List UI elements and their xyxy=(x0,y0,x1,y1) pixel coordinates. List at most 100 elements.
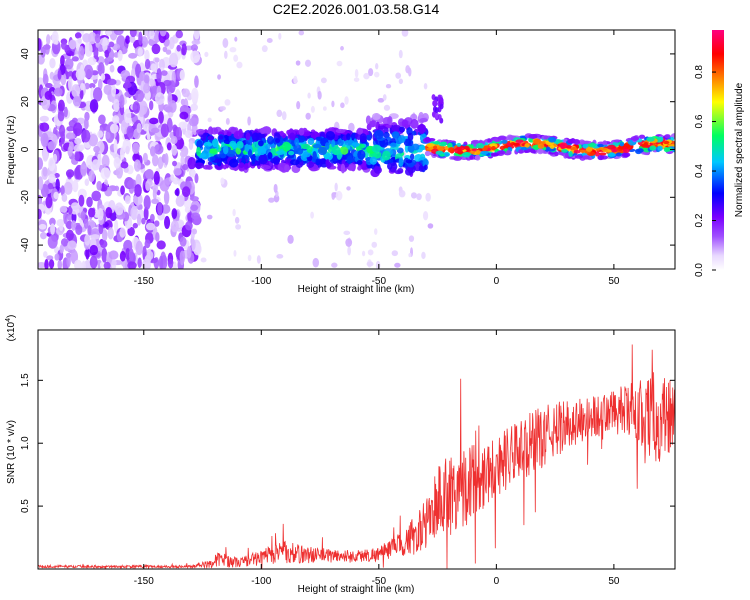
spectrogram-cell xyxy=(278,32,282,40)
spectrogram-cell xyxy=(622,148,630,154)
spectrogram-cell xyxy=(141,217,146,225)
spectrogram-cell xyxy=(145,168,154,180)
x-tick-label: -100 xyxy=(251,276,271,287)
spectrogram-cell xyxy=(369,120,377,128)
spectrogram-cell xyxy=(410,192,417,199)
spectrogram-cell xyxy=(98,222,104,235)
spectrogram-cell xyxy=(119,250,126,262)
spectrogram-cell xyxy=(92,87,103,102)
spectrogram-cell xyxy=(60,55,65,67)
spectrogram-cell xyxy=(637,148,644,153)
spectrogram-cell xyxy=(528,133,538,139)
x-tick-label: 50 xyxy=(608,276,620,287)
spectrogram-cell xyxy=(351,142,360,147)
spectrogram-cell xyxy=(312,143,322,149)
spectrogram-cell xyxy=(225,118,230,125)
spectrogram-cell xyxy=(101,154,110,169)
spectrogram-cell xyxy=(181,43,187,56)
spectrogram-cell xyxy=(38,208,42,220)
spectrogram-cell xyxy=(123,82,132,89)
spectrogram-cell xyxy=(190,103,198,111)
spectrogram-cell xyxy=(196,139,203,149)
spectrogram-cell xyxy=(664,147,673,152)
spectrogram-cell xyxy=(315,158,321,166)
spectrogram-cell xyxy=(474,154,481,161)
spectrogram-cell xyxy=(289,132,296,141)
spectrogram-cell xyxy=(49,58,56,69)
spectrogram-cell xyxy=(65,220,73,230)
spectrogram-cell xyxy=(73,259,83,269)
spectrogram-cell xyxy=(410,118,419,129)
y-tick-label: 1.0 xyxy=(20,436,31,450)
spectrogram-cell xyxy=(97,130,104,138)
spectrogram-cell xyxy=(233,130,243,140)
spectrogram-cell xyxy=(268,197,275,203)
spectrogram-cell xyxy=(80,82,85,91)
spectrogram-cell xyxy=(66,254,71,268)
spectrogram-cell xyxy=(48,173,56,184)
spectrogram-cell xyxy=(607,152,616,157)
spectrogram-cell xyxy=(389,142,397,148)
spectrogram-cell xyxy=(54,39,59,45)
y-tick-label: 0.5 xyxy=(20,499,31,513)
spectrogram-cell xyxy=(638,134,646,139)
spectrogram-cell xyxy=(97,62,105,77)
spectrogram-cell xyxy=(357,165,362,171)
spectrogram-cell xyxy=(71,220,77,231)
spectrogram-cell xyxy=(548,136,557,143)
spectrogram-cell xyxy=(115,165,124,179)
spectrogram-cell xyxy=(64,58,74,70)
spectrogram-cell xyxy=(179,111,189,120)
spectrogram-cell xyxy=(372,151,382,159)
spectrogram-cell xyxy=(89,99,99,113)
spectrogram-cell xyxy=(210,127,219,135)
spectrogram-cell xyxy=(60,130,66,145)
spectrogram-cell xyxy=(166,142,172,151)
spectrogram-cell xyxy=(206,214,213,220)
spectrogram-cell xyxy=(126,164,134,175)
spectrogram-cell xyxy=(200,257,207,263)
spectrogram-cell xyxy=(359,133,367,143)
spectrogram-cell xyxy=(340,146,349,155)
spectrogram-cell xyxy=(99,240,108,249)
spectrogram-cell xyxy=(317,146,327,156)
spectrogram-cell xyxy=(310,131,320,139)
spectrogram-cell xyxy=(80,162,88,177)
spectrogram-cell xyxy=(325,131,336,141)
spectrogram-cell xyxy=(244,162,249,170)
spectrogram-cell xyxy=(171,208,178,220)
spectrogram-cell xyxy=(149,100,154,111)
spectrogram-cell xyxy=(169,36,175,50)
spectrogram-cell xyxy=(136,213,142,226)
spectrogram-cell xyxy=(164,153,169,166)
spectrogram-cell xyxy=(178,121,188,129)
y-tick-label: 0 xyxy=(20,146,31,152)
spectrogram-cell xyxy=(305,112,311,120)
spectrogram-cell xyxy=(186,245,192,259)
spectrogram-cell xyxy=(469,155,474,160)
spectrogram-cell xyxy=(59,244,64,254)
spectrogram-cell xyxy=(501,139,508,144)
spectrogram-cell xyxy=(582,155,590,160)
spectrogram-cell xyxy=(191,239,196,251)
spectrogram-cell xyxy=(416,193,422,201)
spectrogram-cell xyxy=(224,50,228,59)
x-tick-label: 50 xyxy=(608,576,620,587)
spectrogram-cell xyxy=(475,142,485,149)
spectrogram-cell xyxy=(60,41,67,50)
spectrogram-cell xyxy=(233,54,239,62)
snr-plot-area xyxy=(38,330,675,569)
spectrogram-cell xyxy=(245,132,251,141)
spectrogram-cell xyxy=(344,96,349,105)
spectrogram-cell xyxy=(463,152,472,156)
spectrogram-cell xyxy=(39,115,49,122)
x-tick-label: 0 xyxy=(494,576,500,587)
spectrogram-cell xyxy=(60,238,69,247)
spectrogram-cell xyxy=(424,150,431,157)
spectrogram-cell xyxy=(192,228,198,235)
spectrogram-cell xyxy=(153,144,164,155)
spectrogram-cell xyxy=(125,145,130,155)
spectrogram-cell xyxy=(348,164,355,171)
spectrogram-cell xyxy=(578,139,586,145)
spectrogram-cell xyxy=(119,94,125,109)
